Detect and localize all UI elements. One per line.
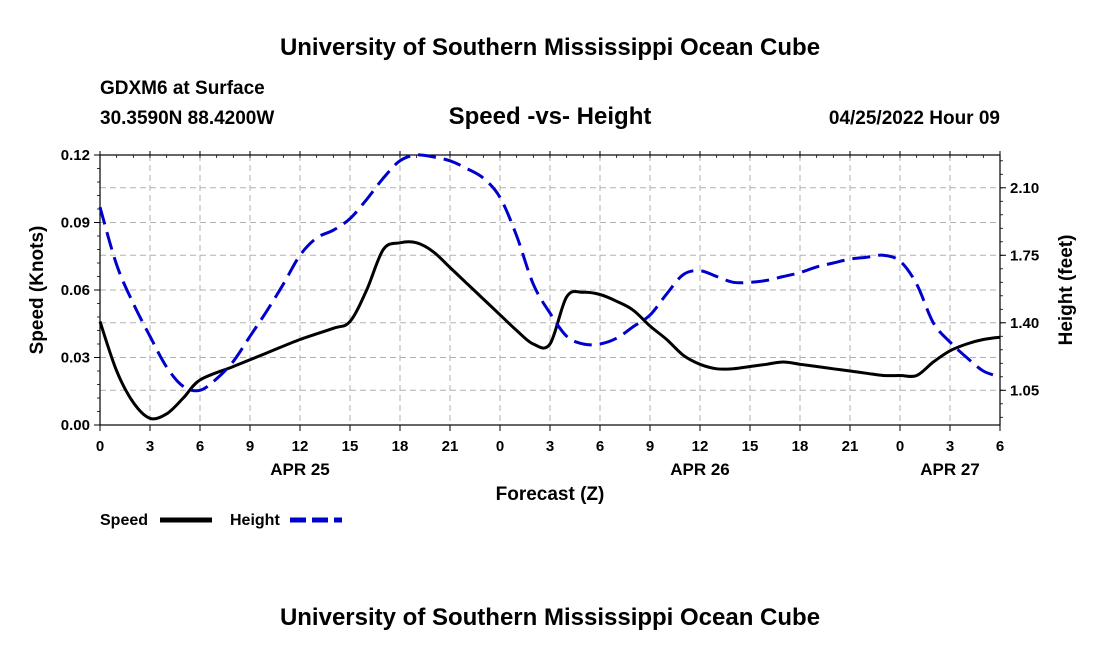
main-title: University of Southern Mississippi Ocean… — [280, 34, 820, 61]
legend: Speed Height — [100, 512, 342, 529]
date-label: APR 26 — [670, 460, 730, 479]
x-tick-label: 6 — [596, 438, 604, 455]
legend-height-label: Height — [230, 512, 280, 529]
y2-tick-label: 2.10 — [1010, 180, 1039, 197]
x-tick-label: 18 — [392, 438, 409, 455]
y2-tick-label: 1.05 — [1010, 382, 1039, 399]
legend-speed-label: Speed — [100, 512, 148, 529]
y2-tick-label: 1.40 — [1010, 315, 1039, 332]
x-tick-label: 18 — [792, 438, 809, 455]
datetime-label: 04/25/2022 Hour 09 — [829, 108, 1000, 129]
x-tick-label: 0 — [896, 438, 904, 455]
x-tick-label: 21 — [442, 438, 459, 455]
x-tick-label: 21 — [842, 438, 859, 455]
date-label: APR 27 — [920, 460, 980, 479]
y2-tick-label: 1.75 — [1010, 247, 1039, 264]
chart-subtitle: Speed -vs- Height — [449, 103, 652, 130]
series — [98, 153, 1001, 421]
y-tick-label: 0.03 — [61, 350, 90, 367]
y-tick-label: 0.12 — [61, 147, 90, 164]
x-tick-label: 12 — [292, 438, 309, 455]
x-tick-label: 3 — [946, 438, 954, 455]
footer-title: University of Southern Mississippi Ocean… — [280, 604, 820, 631]
grid — [100, 155, 1000, 425]
height-series-line — [98, 153, 1001, 393]
date-label: APR 25 — [270, 460, 330, 479]
x-tick-label: 6 — [196, 438, 204, 455]
x-tick-label: 3 — [146, 438, 154, 455]
x-tick-label: 6 — [996, 438, 1004, 455]
x-axis-label: Forecast (Z) — [496, 484, 605, 505]
y-tick-label: 0.00 — [61, 417, 90, 434]
y2-axis-label: Height (feet) — [1056, 235, 1077, 346]
x-tick-label: 9 — [246, 438, 254, 455]
axes: 0 3 6 9 12 15 18 21 0 3 6 9 12 15 18 21 0 3 6 APR 25 APR 26 A… — [61, 147, 1039, 479]
x-tick-label: 12 — [692, 438, 709, 455]
y-tick-label: 0.09 — [61, 215, 90, 232]
x-tick-label: 9 — [646, 438, 654, 455]
coordinates-label: 30.3590N 88.4200W — [100, 108, 274, 129]
x-tick-label: 0 — [96, 438, 104, 455]
x-tick-label: 3 — [546, 438, 554, 455]
x-tick-label: 15 — [742, 438, 759, 455]
y-tick-label: 0.06 — [61, 282, 90, 299]
y-axis-label: Speed (Knots) — [27, 226, 48, 355]
station-label: GDXM6 at Surface — [100, 78, 265, 99]
speed-series-line — [98, 240, 1001, 421]
x-tick-label: 15 — [342, 438, 359, 455]
x-tick-label: 0 — [496, 438, 504, 455]
